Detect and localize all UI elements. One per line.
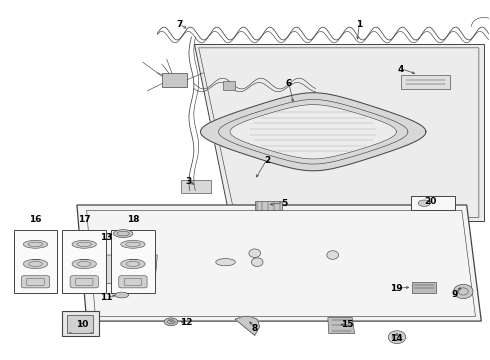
Circle shape: [327, 251, 339, 259]
Bar: [62, 311, 99, 337]
Circle shape: [388, 331, 406, 343]
Circle shape: [454, 284, 473, 298]
Polygon shape: [230, 104, 396, 159]
Polygon shape: [235, 316, 260, 336]
Text: 3: 3: [186, 177, 192, 186]
FancyBboxPatch shape: [70, 276, 98, 288]
Circle shape: [249, 249, 261, 257]
Text: 16: 16: [29, 215, 42, 224]
Bar: [111, 230, 155, 293]
Bar: [412, 282, 437, 293]
Text: 1: 1: [356, 20, 363, 29]
Bar: [62, 230, 106, 293]
Circle shape: [251, 258, 263, 266]
Polygon shape: [200, 93, 426, 171]
Text: 15: 15: [341, 320, 354, 329]
Bar: [223, 81, 235, 90]
Text: 5: 5: [281, 199, 287, 208]
Ellipse shape: [24, 259, 48, 269]
Text: 10: 10: [75, 320, 88, 329]
Ellipse shape: [72, 240, 97, 248]
Bar: [67, 315, 94, 333]
Ellipse shape: [164, 318, 178, 326]
Text: 14: 14: [390, 334, 402, 343]
Polygon shape: [181, 180, 211, 193]
Bar: [411, 196, 455, 210]
Bar: [162, 73, 187, 87]
Text: 12: 12: [180, 318, 193, 327]
Text: 4: 4: [398, 65, 404, 74]
Text: 13: 13: [100, 233, 112, 242]
Ellipse shape: [24, 240, 48, 248]
Polygon shape: [77, 205, 481, 321]
Bar: [14, 230, 57, 293]
Ellipse shape: [121, 240, 145, 248]
Ellipse shape: [418, 200, 430, 206]
FancyBboxPatch shape: [119, 276, 147, 288]
Text: 9: 9: [451, 290, 458, 299]
Polygon shape: [255, 202, 282, 210]
Text: 8: 8: [252, 324, 258, 333]
Polygon shape: [401, 75, 450, 89]
Text: 6: 6: [286, 79, 292, 88]
Polygon shape: [328, 318, 355, 334]
Text: 18: 18: [127, 215, 139, 224]
FancyBboxPatch shape: [22, 276, 49, 288]
Polygon shape: [194, 44, 484, 221]
Text: 17: 17: [78, 215, 91, 224]
Text: 19: 19: [390, 284, 402, 293]
Text: 11: 11: [100, 293, 112, 302]
Polygon shape: [99, 255, 157, 284]
Ellipse shape: [72, 259, 97, 269]
Ellipse shape: [121, 259, 145, 269]
Text: 2: 2: [264, 156, 270, 165]
Text: 20: 20: [424, 197, 436, 206]
Ellipse shape: [114, 230, 133, 238]
Ellipse shape: [115, 292, 128, 298]
Ellipse shape: [216, 258, 235, 266]
Text: 7: 7: [176, 20, 182, 29]
